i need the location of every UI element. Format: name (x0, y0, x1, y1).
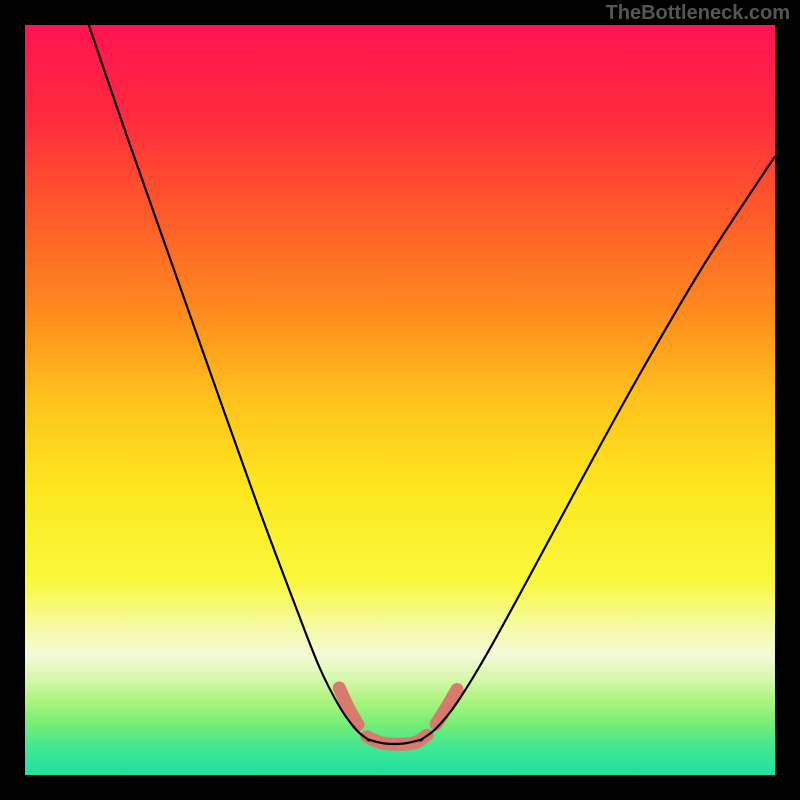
highlight-markers (339, 688, 457, 744)
watermark-text: TheBottleneck.com (606, 2, 790, 25)
curve-layer (25, 25, 775, 775)
chart-container: TheBottleneck.com (0, 0, 800, 800)
v-curve (89, 25, 775, 744)
plot-area (25, 25, 775, 775)
